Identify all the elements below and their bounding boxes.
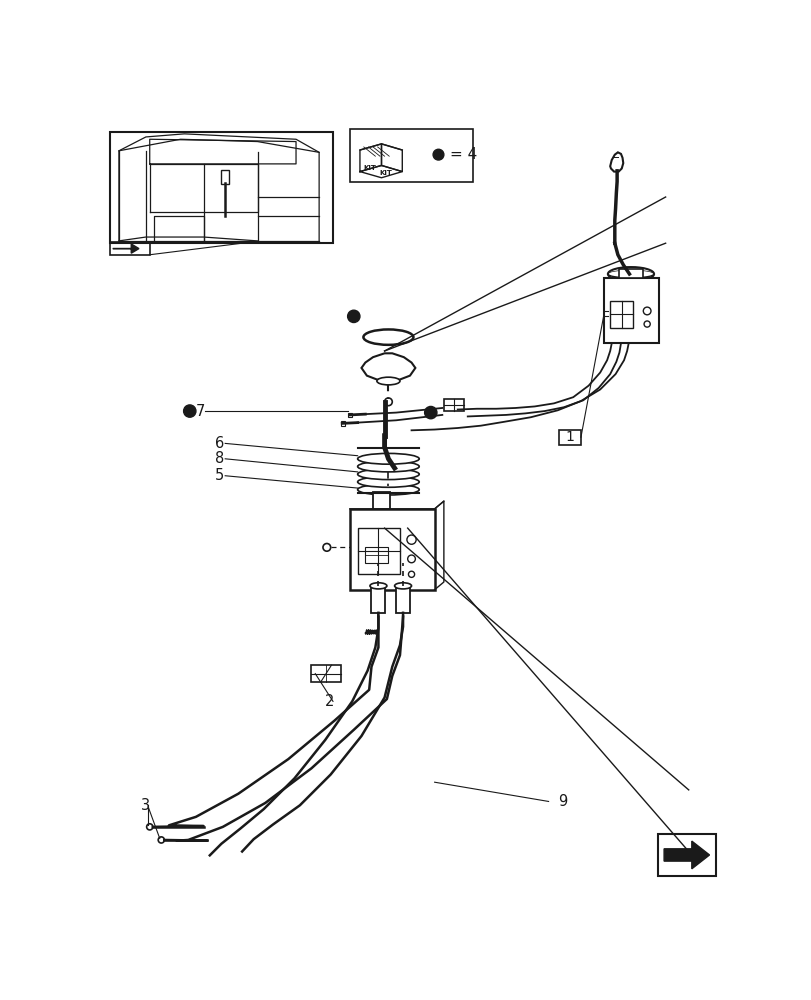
Text: KIT: KIT	[379, 170, 392, 176]
Ellipse shape	[357, 453, 418, 464]
Bar	[350, 129, 473, 182]
Bar	[109, 132, 333, 243]
Bar	[365, 547, 388, 563]
Bar	[559, 430, 580, 445]
Bar	[357, 528, 400, 574]
Polygon shape	[113, 244, 139, 253]
Ellipse shape	[370, 583, 386, 589]
Bar	[350, 509, 434, 590]
Ellipse shape	[357, 469, 418, 480]
Text: 5: 5	[215, 468, 224, 483]
Text: = 4: = 4	[449, 147, 477, 162]
Ellipse shape	[394, 583, 411, 589]
Bar	[609, 301, 633, 328]
Ellipse shape	[376, 377, 400, 385]
Text: 3: 3	[140, 798, 149, 813]
Bar	[341, 421, 344, 426]
Bar	[371, 586, 385, 613]
Circle shape	[424, 406, 436, 419]
Text: 1: 1	[565, 430, 574, 444]
Bar	[619, 269, 642, 278]
Text: 2: 2	[325, 694, 334, 709]
Ellipse shape	[357, 484, 418, 495]
Bar	[348, 413, 352, 417]
Bar	[657, 834, 714, 876]
Bar	[603, 278, 659, 343]
Polygon shape	[609, 152, 623, 172]
Ellipse shape	[357, 461, 418, 472]
Polygon shape	[361, 353, 415, 381]
Bar	[444, 399, 463, 411]
Text: KIT: KIT	[363, 165, 376, 171]
Circle shape	[384, 398, 392, 406]
Text: 9: 9	[557, 794, 566, 809]
Ellipse shape	[357, 477, 418, 487]
Text: 8: 8	[215, 451, 224, 466]
Bar	[109, 242, 149, 255]
Bar	[372, 492, 389, 509]
Ellipse shape	[363, 329, 413, 345]
Polygon shape	[663, 841, 709, 869]
Circle shape	[347, 310, 359, 323]
Bar	[311, 665, 341, 682]
Bar	[221, 170, 229, 184]
Text: 7: 7	[195, 404, 205, 419]
Bar	[396, 586, 410, 613]
Circle shape	[183, 405, 195, 417]
Circle shape	[432, 149, 444, 160]
Text: 6: 6	[215, 436, 224, 451]
